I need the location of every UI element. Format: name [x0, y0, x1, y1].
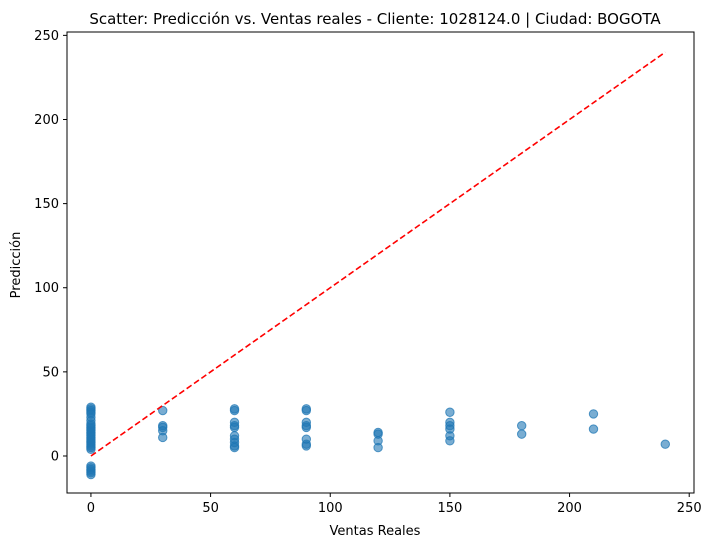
reference-line — [90, 51, 666, 457]
scatter-point — [373, 442, 383, 453]
y-tick-label: 250 — [34, 29, 59, 44]
scatter-point — [86, 469, 96, 480]
x-tick-label: 50 — [202, 501, 219, 516]
scatter-point — [516, 421, 527, 431]
scatter-point — [445, 407, 455, 417]
scatter-point — [588, 424, 599, 434]
y-tick-label: 50 — [42, 365, 59, 380]
points-layer — [86, 51, 670, 480]
y-axis-label: Predicción — [9, 232, 24, 299]
scatter-point — [445, 436, 455, 446]
scatter-point — [158, 405, 168, 416]
scatter-point — [158, 432, 168, 443]
x-axis-label: Ventas Reales — [330, 524, 421, 539]
y-axis-ticks: 0 50 100 150 200 250 — [34, 29, 67, 464]
scatter-point — [301, 422, 312, 433]
x-axis-ticks: 0 50 100 150 200 250 — [87, 493, 702, 516]
x-tick-label: 200 — [557, 501, 582, 516]
chart-title: Scatter: Predicción vs. Ventas reales - … — [89, 10, 661, 28]
scatter-point — [86, 444, 96, 454]
plot-frame — [66, 31, 695, 494]
scatter-point — [301, 405, 312, 416]
scatter-point — [229, 422, 240, 433]
scatter-point — [229, 405, 240, 416]
y-tick-label: 150 — [34, 197, 59, 212]
y-tick-label: 100 — [34, 281, 59, 296]
y-tick-label: 0 — [51, 449, 59, 464]
y-tick-label: 200 — [34, 113, 59, 128]
scatter-point — [660, 439, 670, 449]
x-tick-label: 150 — [437, 501, 462, 516]
scatter-point — [516, 429, 527, 439]
scatter-point — [229, 442, 240, 453]
scatter-point — [588, 409, 599, 419]
plot-area — [66, 31, 695, 494]
x-tick-label: 100 — [318, 501, 343, 516]
scatter-point — [301, 441, 312, 451]
x-tick-label: 0 — [87, 501, 95, 516]
x-tick-label: 250 — [677, 501, 702, 516]
